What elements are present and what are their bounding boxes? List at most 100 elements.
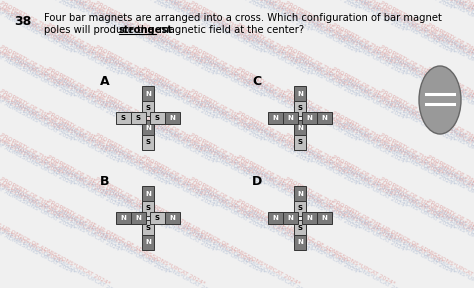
Text: S: S [298,206,302,211]
Text: PROPERTY OF THE UP OFFICE OF ADMISSIONS*UPCAT 2024*: PROPERTY OF THE UP OFFICE OF ADMISSIONS*… [237,198,396,286]
Bar [317,212,332,224]
Text: S: S [121,115,126,121]
Text: PROPERTY OF THE UP OFFICE OF ADMISSIONS*UPCAT 2024*: PROPERTY OF THE UP OFFICE OF ADMISSIONS*… [439,165,474,253]
Text: S: S [298,139,302,145]
Text: PROPERTY OF THE UP OFFICE OF ADMISSIONS*UPCAT 2024*: PROPERTY OF THE UP OFFICE OF ADMISSIONS*… [107,0,266,11]
Text: PROPERTY OF THE UP OFFICE OF ADMISSIONS*UPCAT 2024*: PROPERTY OF THE UP OFFICE OF ADMISSIONS*… [59,209,219,288]
Text: PROPERTY OF THE UP OFFICE OF ADMISSIONS*UPCAT 2024*: PROPERTY OF THE UP OFFICE OF ADMISSIONS*… [59,0,219,77]
Text: N: N [145,90,151,96]
Text: N: N [321,215,328,221]
Text: PROPERTY OF THE UP OFFICE OF ADMISSIONS*UPCAT 2024*: PROPERTY OF THE UP OFFICE OF ADMISSIONS*… [0,0,159,88]
Text: PROPERTY OF THE UP OFFICE OF ADMISSIONS*UPCAT 2024*: PROPERTY OF THE UP OFFICE OF ADMISSIONS*… [0,0,64,44]
Text: PROPERTY OF THE UP OFFICE OF ADMISSIONS*UPCAT 2024*: PROPERTY OF THE UP OFFICE OF ADMISSIONS*… [0,0,111,66]
Text: S: S [146,105,151,111]
Text: PROPERTY OF THE UP OFFICE OF ADMISSIONS*UPCAT 2024*: PROPERTY OF THE UP OFFICE OF ADMISSIONS*… [0,0,76,11]
Ellipse shape [419,66,461,134]
Text: 38: 38 [14,15,31,28]
Text: PROPERTY OF THE UP OFFICE OF ADMISSIONS*UPCAT 2024*: PROPERTY OF THE UP OFFICE OF ADMISSIONS*… [142,0,301,22]
Text: PROPERTY OF THE UP OFFICE OF ADMISSIONS*UPCAT 2024*: PROPERTY OF THE UP OFFICE OF ADMISSIONS*… [427,198,474,286]
Text: PROPERTY OF THE UP OFFICE OF ADMISSIONS*UPCAT 2024*: PROPERTY OF THE UP OFFICE OF ADMISSIONS*… [202,99,361,187]
Text: PROPERTY OF THE UP OFFICE OF ADMISSIONS*UPCAT 2024*: PROPERTY OF THE UP OFFICE OF ADMISSIONS*… [332,110,474,198]
Text: D: D [252,175,262,188]
Text: PROPERTY OF THE UP OFFICE OF ADMISSIONS*UPCAT 2024*: PROPERTY OF THE UP OFFICE OF ADMISSIONS*… [332,0,474,66]
Text: PROPERTY OF THE UP OFFICE OF ADMISSIONS*UPCAT 2024*: PROPERTY OF THE UP OFFICE OF ADMISSIONS*… [0,77,123,165]
Text: PROPERTY OF THE UP OFFICE OF ADMISSIONS*UPCAT 2024*: PROPERTY OF THE UP OFFICE OF ADMISSIONS*… [190,132,349,220]
Text: PROPERTY OF THE UP OFFICE OF ADMISSIONS*UPCAT 2024*: PROPERTY OF THE UP OFFICE OF ADMISSIONS*… [154,121,313,209]
Text: PROPERTY OF THE UP OFFICE OF ADMISSIONS*UPCAT 2024*: PROPERTY OF THE UP OFFICE OF ADMISSIONS*… [439,33,474,121]
Text: PROPERTY OF THE UP OFFICE OF ADMISSIONS*UPCAT 2024*: PROPERTY OF THE UP OFFICE OF ADMISSIONS*… [237,110,396,198]
Text: S: S [155,115,160,121]
Text: PROPERTY OF THE UP OFFICE OF ADMISSIONS*UPCAT 2024*: PROPERTY OF THE UP OFFICE OF ADMISSIONS*… [0,88,64,176]
Text: PROPERTY OF THE UP OFFICE OF ADMISSIONS*UPCAT 2024*: PROPERTY OF THE UP OFFICE OF ADMISSIONS*… [0,99,76,187]
Bar [294,120,306,135]
Text: PROPERTY OF THE UP OFFICE OF ADMISSIONS*UPCAT 2024*: PROPERTY OF THE UP OFFICE OF ADMISSIONS*… [249,0,408,77]
Bar [294,101,306,116]
Text: PROPERTY OF THE UP OFFICE OF ADMISSIONS*UPCAT 2024*: PROPERTY OF THE UP OFFICE OF ADMISSIONS*… [202,55,361,143]
Text: PROPERTY OF THE UP OFFICE OF ADMISSIONS*UPCAT 2024*: PROPERTY OF THE UP OFFICE OF ADMISSIONS*… [12,143,171,231]
Text: S: S [136,115,141,121]
Bar [116,212,131,224]
Bar [150,212,165,224]
Text: PROPERTY OF THE UP OFFICE OF ADMISSIONS*UPCAT 2024*: PROPERTY OF THE UP OFFICE OF ADMISSIONS*… [190,44,349,132]
Text: PROPERTY OF THE UP OFFICE OF ADMISSIONS*UPCAT 2024*: PROPERTY OF THE UP OFFICE OF ADMISSIONS*… [297,55,456,143]
Text: PROPERTY OF THE UP OFFICE OF ADMISSIONS*UPCAT 2024*: PROPERTY OF THE UP OFFICE OF ADMISSIONS*… [237,0,396,22]
Text: PROPERTY OF THE UP OFFICE OF ADMISSIONS*UPCAT 2024*: PROPERTY OF THE UP OFFICE OF ADMISSIONS*… [59,165,219,253]
Text: PROPERTY OF THE UP OFFICE OF ADMISSIONS*UPCAT 2024*: PROPERTY OF THE UP OFFICE OF ADMISSIONS*… [202,143,361,231]
Text: PROPERTY OF THE UP OFFICE OF ADMISSIONS*UPCAT 2024*: PROPERTY OF THE UP OFFICE OF ADMISSIONS*… [0,154,111,242]
Text: PROPERTY OF THE UP OFFICE OF ADMISSIONS*UPCAT 2024*: PROPERTY OF THE UP OFFICE OF ADMISSIONS*… [95,132,254,220]
Text: PROPERTY OF THE UP OFFICE OF ADMISSIONS*UPCAT 2024*: PROPERTY OF THE UP OFFICE OF ADMISSIONS*… [59,121,219,209]
Text: PROPERTY OF THE UP OFFICE OF ADMISSIONS*UPCAT 2024*: PROPERTY OF THE UP OFFICE OF ADMISSIONS*… [0,110,111,198]
Text: PROPERTY OF THE UP OFFICE OF ADMISSIONS*UPCAT 2024*: PROPERTY OF THE UP OFFICE OF ADMISSIONS*… [392,55,474,143]
Text: PROPERTY OF THE UP OFFICE OF ADMISSIONS*UPCAT 2024*: PROPERTY OF THE UP OFFICE OF ADMISSIONS*… [439,209,474,288]
Text: PROPERTY OF THE UP OFFICE OF ADMISSIONS*UPCAT 2024*: PROPERTY OF THE UP OFFICE OF ADMISSIONS*… [142,66,301,154]
Text: PROPERTY OF THE UP OFFICE OF ADMISSIONS*UPCAT 2024*: PROPERTY OF THE UP OFFICE OF ADMISSIONS*… [12,55,171,143]
Text: PROPERTY OF THE UP OFFICE OF ADMISSIONS*UPCAT 2024*: PROPERTY OF THE UP OFFICE OF ADMISSIONS*… [332,198,474,286]
Text: PROPERTY OF THE UP OFFICE OF ADMISSIONS*UPCAT 2024*: PROPERTY OF THE UP OFFICE OF ADMISSIONS*… [0,132,159,220]
Text: PROPERTY OF THE UP OFFICE OF ADMISSIONS*UPCAT 2024*: PROPERTY OF THE UP OFFICE OF ADMISSIONS*… [0,132,64,220]
Text: PROPERTY OF THE UP OFFICE OF ADMISSIONS*UPCAT 2024*: PROPERTY OF THE UP OFFICE OF ADMISSIONS*… [249,77,408,165]
Text: PROPERTY OF THE UP OFFICE OF ADMISSIONS*UPCAT 2024*: PROPERTY OF THE UP OFFICE OF ADMISSIONS*… [154,33,313,121]
Text: PROPERTY OF THE UP OFFICE OF ADMISSIONS*UPCAT 2024*: PROPERTY OF THE UP OFFICE OF ADMISSIONS*… [202,0,361,55]
Text: PROPERTY OF THE UP OFFICE OF ADMISSIONS*UPCAT 2024*: PROPERTY OF THE UP OFFICE OF ADMISSIONS*… [439,77,474,165]
Text: PROPERTY OF THE UP OFFICE OF ADMISSIONS*UPCAT 2024*: PROPERTY OF THE UP OFFICE OF ADMISSIONS*… [297,11,456,99]
Text: PROPERTY OF THE UP OFFICE OF ADMISSIONS*UPCAT 2024*: PROPERTY OF THE UP OFFICE OF ADMISSIONS*… [0,176,64,264]
Text: PROPERTY OF THE UP OFFICE OF ADMISSIONS*UPCAT 2024*: PROPERTY OF THE UP OFFICE OF ADMISSIONS*… [190,176,349,264]
Text: PROPERTY OF THE UP OFFICE OF ADMISSIONS*UPCAT 2024*: PROPERTY OF THE UP OFFICE OF ADMISSIONS*… [47,198,206,286]
Text: PROPERTY OF THE UP OFFICE OF ADMISSIONS*UPCAT 2024*: PROPERTY OF THE UP OFFICE OF ADMISSIONS*… [392,0,474,11]
Text: N: N [297,190,303,196]
Text: PROPERTY OF THE UP OFFICE OF ADMISSIONS*UPCAT 2024*: PROPERTY OF THE UP OFFICE OF ADMISSIONS*… [285,44,444,132]
Text: PROPERTY OF THE UP OFFICE OF ADMISSIONS*UPCAT 2024*: PROPERTY OF THE UP OFFICE OF ADMISSIONS*… [0,88,159,176]
Text: PROPERTY OF THE UP OFFICE OF ADMISSIONS*UPCAT 2024*: PROPERTY OF THE UP OFFICE OF ADMISSIONS*… [439,0,474,33]
Text: PROPERTY OF THE UP OFFICE OF ADMISSIONS*UPCAT 2024*: PROPERTY OF THE UP OFFICE OF ADMISSIONS*… [249,121,408,209]
Bar [142,101,154,116]
Text: PROPERTY OF THE UP OFFICE OF ADMISSIONS*UPCAT 2024*: PROPERTY OF THE UP OFFICE OF ADMISSIONS*… [0,143,76,231]
Text: PROPERTY OF THE UP OFFICE OF ADMISSIONS*UPCAT 2024*: PROPERTY OF THE UP OFFICE OF ADMISSIONS*… [344,121,474,209]
Bar [317,112,332,124]
Text: PROPERTY OF THE UP OFFICE OF ADMISSIONS*UPCAT 2024*: PROPERTY OF THE UP OFFICE OF ADMISSIONS*… [392,0,474,55]
Text: PROPERTY OF THE UP OFFICE OF ADMISSIONS*UPCAT 2024*: PROPERTY OF THE UP OFFICE OF ADMISSIONS*… [95,0,254,88]
Text: N: N [321,115,328,121]
Text: N: N [273,115,278,121]
Bar [142,220,154,235]
Text: PROPERTY OF THE UP OFFICE OF ADMISSIONS*UPCAT 2024*: PROPERTY OF THE UP OFFICE OF ADMISSIONS*… [344,77,474,165]
Bar [131,112,146,124]
Bar [294,235,306,250]
Text: PROPERTY OF THE UP OFFICE OF ADMISSIONS*UPCAT 2024*: PROPERTY OF THE UP OFFICE OF ADMISSIONS*… [285,132,444,220]
Text: PROPERTY OF THE UP OFFICE OF ADMISSIONS*UPCAT 2024*: PROPERTY OF THE UP OFFICE OF ADMISSIONS*… [142,0,301,66]
Text: N: N [297,90,303,96]
Text: PROPERTY OF THE UP OFFICE OF ADMISSIONS*UPCAT 2024*: PROPERTY OF THE UP OFFICE OF ADMISSIONS*… [297,0,456,11]
Text: PROPERTY OF THE UP OFFICE OF ADMISSIONS*UPCAT 2024*: PROPERTY OF THE UP OFFICE OF ADMISSIONS*… [0,121,123,209]
Text: A: A [100,75,109,88]
Bar [283,112,298,124]
Text: S: S [146,225,151,230]
Text: N: N [273,215,278,221]
Text: PROPERTY OF THE UP OFFICE OF ADMISSIONS*UPCAT 2024*: PROPERTY OF THE UP OFFICE OF ADMISSIONS*… [59,0,219,33]
Text: N: N [145,124,151,130]
Text: PROPERTY OF THE UP OFFICE OF ADMISSIONS*UPCAT 2024*: PROPERTY OF THE UP OFFICE OF ADMISSIONS*… [237,154,396,242]
Bar [116,112,131,124]
Text: PROPERTY OF THE UP OFFICE OF ADMISSIONS*UPCAT 2024*: PROPERTY OF THE UP OFFICE OF ADMISSIONS*… [392,143,474,231]
Bar [268,112,283,124]
Text: PROPERTY OF THE UP OFFICE OF ADMISSIONS*UPCAT 2024*: PROPERTY OF THE UP OFFICE OF ADMISSIONS*… [332,22,474,110]
Text: PROPERTY OF THE UP OFFICE OF ADMISSIONS*UPCAT 2024*: PROPERTY OF THE UP OFFICE OF ADMISSIONS*… [107,143,266,231]
Text: PROPERTY OF THE UP OFFICE OF ADMISSIONS*UPCAT 2024*: PROPERTY OF THE UP OFFICE OF ADMISSIONS*… [154,77,313,165]
